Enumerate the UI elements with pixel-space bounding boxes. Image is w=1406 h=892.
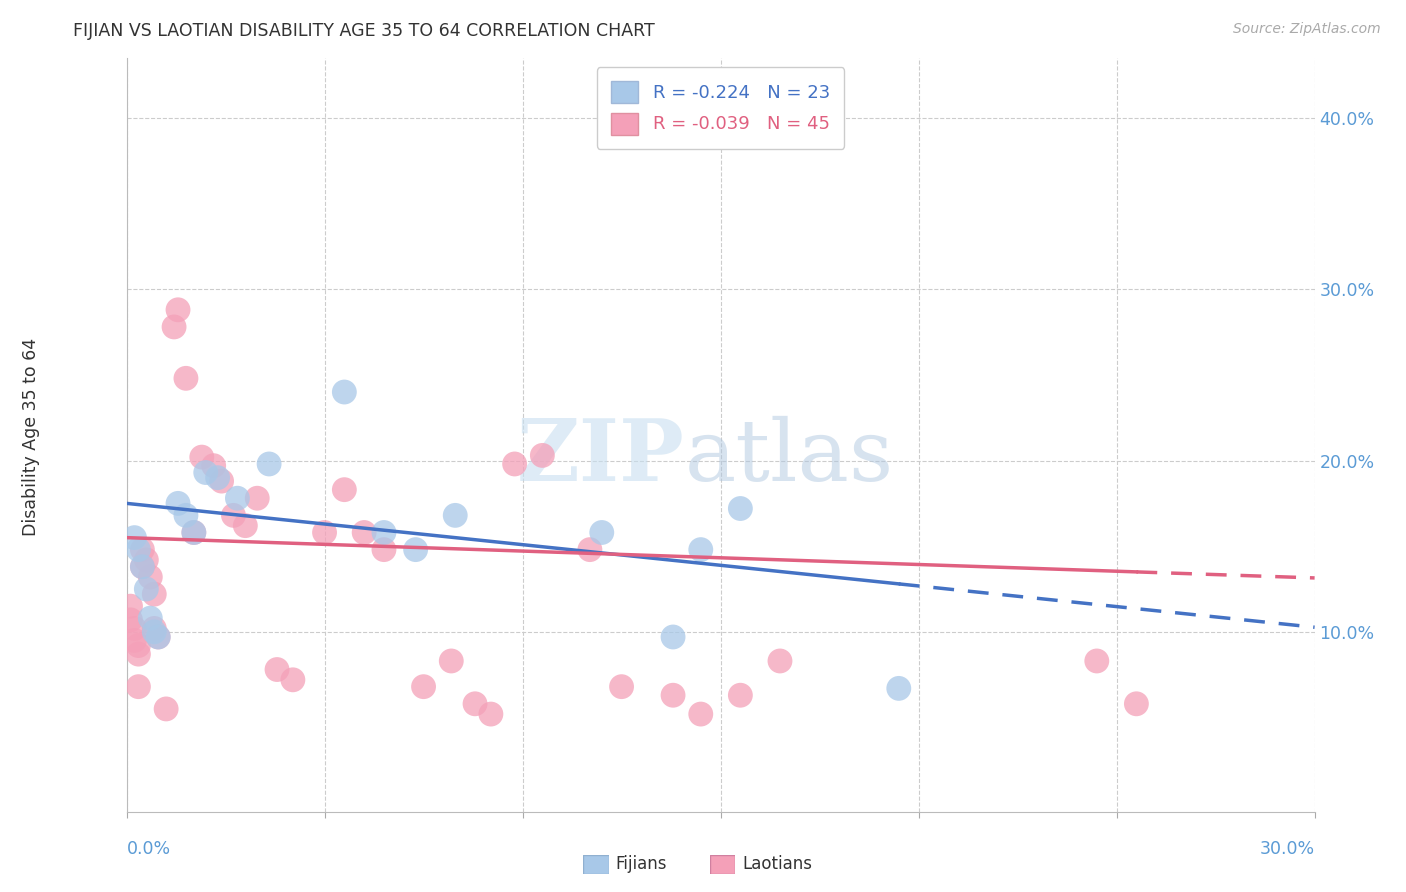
Point bbox=[135, 553, 157, 567]
Point bbox=[373, 542, 395, 557]
Point bbox=[202, 458, 225, 473]
Point bbox=[233, 518, 256, 533]
Point bbox=[183, 525, 205, 540]
Point bbox=[143, 622, 166, 636]
Point bbox=[124, 531, 146, 545]
Point bbox=[191, 450, 214, 464]
Point bbox=[127, 639, 149, 653]
Text: Fijians: Fijians bbox=[616, 855, 668, 873]
Point bbox=[887, 681, 910, 696]
Point bbox=[591, 525, 613, 540]
Point bbox=[405, 542, 427, 557]
Point bbox=[503, 457, 526, 471]
Point bbox=[333, 384, 356, 399]
Point bbox=[222, 508, 245, 523]
Point bbox=[167, 302, 190, 317]
Point bbox=[246, 491, 269, 506]
Point bbox=[131, 559, 153, 574]
Point bbox=[333, 483, 356, 497]
Point bbox=[127, 647, 149, 661]
Point bbox=[531, 449, 554, 463]
Point bbox=[174, 508, 197, 523]
Point bbox=[579, 542, 602, 557]
Point bbox=[769, 654, 792, 668]
Point bbox=[127, 680, 149, 694]
Point bbox=[148, 630, 170, 644]
Point bbox=[183, 525, 205, 540]
Point bbox=[689, 542, 711, 557]
Point bbox=[662, 688, 685, 702]
Point bbox=[139, 570, 162, 584]
Point bbox=[124, 622, 146, 636]
Point bbox=[412, 680, 434, 694]
Point bbox=[730, 501, 752, 516]
Point bbox=[373, 525, 395, 540]
Text: Laotians: Laotians bbox=[742, 855, 813, 873]
Point bbox=[353, 525, 375, 540]
Point bbox=[155, 702, 177, 716]
Text: 0.0%: 0.0% bbox=[127, 840, 170, 858]
Point bbox=[610, 680, 633, 694]
Point bbox=[174, 371, 197, 385]
Point bbox=[440, 654, 463, 668]
Text: Disability Age 35 to 64: Disability Age 35 to 64 bbox=[22, 338, 39, 536]
Point bbox=[120, 599, 142, 614]
Point bbox=[120, 613, 142, 627]
Point bbox=[281, 673, 304, 687]
Point bbox=[226, 491, 249, 506]
Point bbox=[1085, 654, 1108, 668]
Point bbox=[464, 697, 486, 711]
Point bbox=[730, 688, 752, 702]
Text: FIJIAN VS LAOTIAN DISABILITY AGE 35 TO 64 CORRELATION CHART: FIJIAN VS LAOTIAN DISABILITY AGE 35 TO 6… bbox=[73, 22, 655, 40]
Point bbox=[194, 466, 217, 480]
Point bbox=[131, 542, 153, 557]
Point bbox=[124, 633, 146, 648]
Point bbox=[444, 508, 467, 523]
Point bbox=[135, 582, 157, 596]
Point bbox=[163, 320, 186, 334]
Point bbox=[479, 707, 502, 722]
Point bbox=[131, 559, 153, 574]
Text: atlas: atlas bbox=[685, 416, 894, 499]
Text: 30.0%: 30.0% bbox=[1260, 840, 1315, 858]
Point bbox=[207, 471, 229, 485]
Legend: R = -0.224   N = 23, R = -0.039   N = 45: R = -0.224 N = 23, R = -0.039 N = 45 bbox=[596, 67, 845, 149]
Point bbox=[143, 624, 166, 639]
Point bbox=[139, 611, 162, 625]
Point bbox=[143, 587, 166, 601]
Text: ZIP: ZIP bbox=[517, 416, 685, 500]
Point bbox=[167, 496, 190, 510]
Point bbox=[662, 630, 685, 644]
Point bbox=[211, 474, 233, 488]
Point bbox=[127, 542, 149, 557]
Point bbox=[689, 707, 711, 722]
Point bbox=[266, 663, 288, 677]
Point bbox=[1125, 697, 1147, 711]
Point bbox=[314, 525, 336, 540]
Point bbox=[257, 457, 280, 471]
Point bbox=[148, 630, 170, 644]
Text: Source: ZipAtlas.com: Source: ZipAtlas.com bbox=[1233, 22, 1381, 37]
